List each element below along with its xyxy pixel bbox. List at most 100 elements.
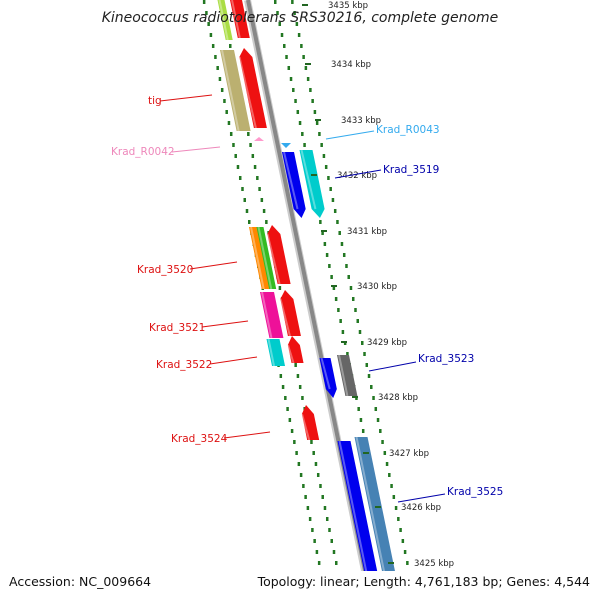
track-dot <box>283 44 286 48</box>
track-dot <box>332 550 336 554</box>
gene-krad-3520-orange-body <box>249 227 270 289</box>
track-dot <box>300 44 303 48</box>
track-dot <box>320 143 323 147</box>
track-dot <box>209 33 213 37</box>
track-dot <box>319 220 322 224</box>
gene-krad-3519-cyan-shine <box>300 149 317 210</box>
gene-krad-3523-shine <box>320 357 331 390</box>
track-dot <box>218 77 222 81</box>
track-dot <box>381 440 384 444</box>
track-dot <box>325 517 329 521</box>
gene-krad-3521-magenta <box>260 291 284 339</box>
track-dot <box>291 0 294 4</box>
track-dot <box>354 308 357 312</box>
track-dot <box>265 220 268 224</box>
tick-label: 3434 kbp <box>331 60 371 70</box>
track-dot <box>318 132 321 136</box>
track-dot <box>260 198 264 202</box>
track-dot <box>311 99 314 103</box>
gene-krad-3523-body <box>319 358 337 398</box>
track-dot <box>321 231 324 235</box>
gene-krad-3525-body <box>337 441 384 600</box>
tick-label: 3429 kbp <box>367 338 407 348</box>
leader-line <box>159 94 213 102</box>
track-dot <box>214 55 217 59</box>
track-dot <box>232 143 235 147</box>
tick-label: 3428 kbp <box>378 393 418 403</box>
track-dot <box>322 154 326 158</box>
track-dot <box>290 429 294 433</box>
track-dot <box>334 297 338 301</box>
track-dot <box>397 517 400 521</box>
track-dot <box>317 561 321 565</box>
track-dot <box>388 473 391 477</box>
track-dot <box>289 77 293 81</box>
track-dot <box>249 143 252 147</box>
track-dot <box>236 165 240 169</box>
gene-krad-3522-cyan-body <box>266 339 286 366</box>
gene-krad-3523-grey <box>337 354 358 397</box>
gene-krad-3522-body <box>287 336 304 363</box>
track-dot <box>303 143 306 147</box>
track-dot <box>281 385 285 389</box>
gene-tig-body <box>239 48 267 128</box>
leader-line <box>325 130 375 140</box>
track-dot <box>279 374 283 378</box>
track-dot <box>329 187 332 191</box>
track-dot <box>336 220 339 224</box>
track-dot <box>301 396 304 400</box>
track-dot <box>390 484 393 488</box>
track-dot <box>294 363 297 367</box>
track-dot <box>330 275 333 279</box>
leader-line <box>334 169 382 179</box>
gene-tig-khaki-shine <box>221 49 240 132</box>
track-dot <box>278 286 282 290</box>
track-dot <box>229 132 233 136</box>
track-dot <box>321 495 324 499</box>
gene-krad-3525-steel-body <box>354 437 401 600</box>
leader-line <box>368 361 417 372</box>
track-dot <box>243 198 246 202</box>
track-dot <box>285 55 288 59</box>
gene-krad-3521-shine <box>279 298 291 337</box>
leader-line <box>189 261 238 270</box>
track-dot <box>311 528 314 532</box>
track-dot <box>330 539 333 543</box>
gene-label: Krad_3522 <box>156 359 212 371</box>
track-dot <box>363 352 366 356</box>
track-dot <box>288 418 292 422</box>
gene-krad-3521-magenta-body <box>260 292 284 338</box>
track-dot <box>297 462 301 466</box>
track-dot <box>293 440 296 444</box>
track-dot <box>383 451 387 455</box>
gene-krad-3522-cyan-shine <box>267 338 276 367</box>
gene-label: Krad_R0043 <box>376 124 440 136</box>
track-dot <box>304 66 308 70</box>
track-dot <box>357 407 360 411</box>
gene-krad-3520-shine <box>266 233 281 285</box>
track-dot <box>401 539 405 543</box>
track-dot <box>256 176 259 180</box>
track-dot <box>333 209 337 213</box>
leader-line <box>209 356 258 365</box>
track-dot <box>394 506 398 510</box>
gene-label: Krad_3524 <box>171 433 228 445</box>
track-dot <box>262 209 266 213</box>
tick-label: 3431 kbp <box>347 227 387 237</box>
gene-top-lime-shine <box>218 0 229 41</box>
gene-krad-3520-green-shine <box>257 226 273 290</box>
track-dot <box>211 44 215 48</box>
track-dot <box>315 550 319 554</box>
gene-krad-3520 <box>266 225 291 285</box>
track-dot <box>308 517 312 521</box>
map-title: Kineococcus radiotolerans SRS30216, comp… <box>102 10 499 26</box>
gene-label: tig <box>148 95 162 107</box>
summary-text: Topology: linear; Length: 4,761,183 bp; … <box>257 574 590 589</box>
gene-top-red-body <box>230 0 250 38</box>
track-dot <box>296 110 300 114</box>
gene-krad-3519 <box>282 151 306 218</box>
leader-line <box>223 431 271 439</box>
gene-krad-3524 <box>301 405 320 441</box>
track-dot <box>309 88 312 92</box>
track-dot <box>220 88 224 92</box>
